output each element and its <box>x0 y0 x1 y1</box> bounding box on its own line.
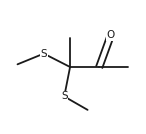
Text: O: O <box>107 30 115 40</box>
Text: S: S <box>40 49 47 59</box>
Text: S: S <box>61 92 68 101</box>
